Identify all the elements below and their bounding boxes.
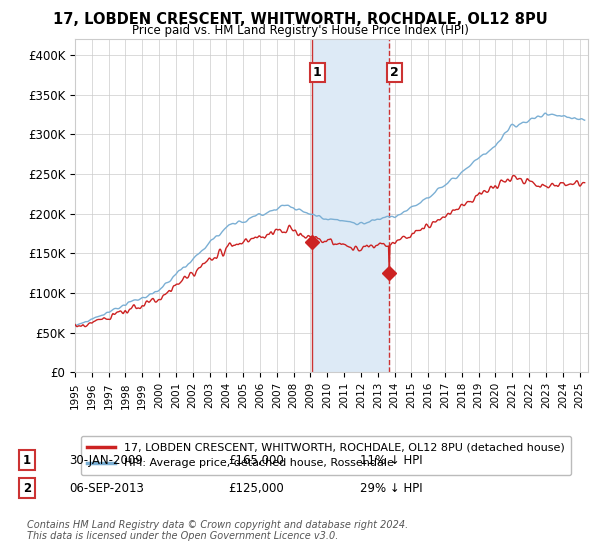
- Text: 30-JAN-2009: 30-JAN-2009: [69, 454, 143, 467]
- Legend: 17, LOBDEN CRESCENT, WHITWORTH, ROCHDALE, OL12 8PU (detached house), HPI: Averag: 17, LOBDEN CRESCENT, WHITWORTH, ROCHDALE…: [80, 436, 571, 475]
- Text: £125,000: £125,000: [228, 482, 284, 495]
- Text: 29% ↓ HPI: 29% ↓ HPI: [360, 482, 422, 495]
- Text: Contains HM Land Registry data © Crown copyright and database right 2024.
This d: Contains HM Land Registry data © Crown c…: [27, 520, 408, 542]
- Text: 06-SEP-2013: 06-SEP-2013: [69, 482, 144, 495]
- Text: 2: 2: [390, 66, 398, 79]
- Text: 11% ↓ HPI: 11% ↓ HPI: [360, 454, 422, 467]
- Bar: [312, 39, 389, 372]
- Text: 1: 1: [313, 66, 322, 79]
- Text: £165,000: £165,000: [228, 454, 284, 467]
- Text: 2: 2: [23, 482, 31, 495]
- Text: Price paid vs. HM Land Registry's House Price Index (HPI): Price paid vs. HM Land Registry's House …: [131, 24, 469, 36]
- Text: 1: 1: [23, 454, 31, 467]
- Text: 17, LOBDEN CRESCENT, WHITWORTH, ROCHDALE, OL12 8PU: 17, LOBDEN CRESCENT, WHITWORTH, ROCHDALE…: [53, 12, 547, 27]
